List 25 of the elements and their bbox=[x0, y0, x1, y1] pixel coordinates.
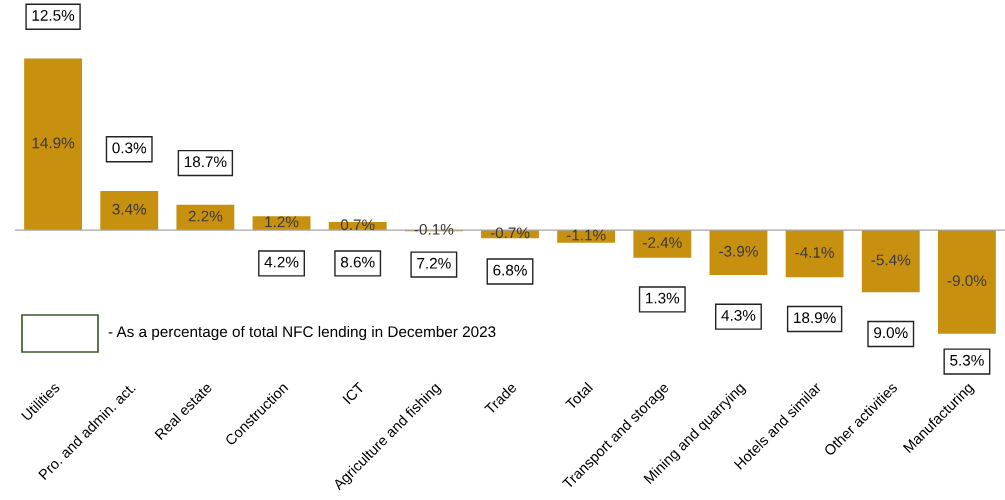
annotation: 6.8% bbox=[493, 264, 527, 276]
annotation: 9.0% bbox=[874, 327, 908, 339]
data-label: 2.2% bbox=[188, 210, 223, 222]
annotation: 18.9% bbox=[794, 312, 836, 324]
text: 12.5% bbox=[32, 10, 75, 21]
data-label: 14.9% bbox=[32, 137, 75, 149]
data-label: -4.1% bbox=[795, 247, 835, 258]
annotation: 7.2% bbox=[417, 257, 451, 269]
annotation: 0.3% bbox=[112, 142, 147, 154]
data-label: 0.7% bbox=[340, 219, 375, 231]
annotation: - As a percentage of total NFC lending in December 2023 bbox=[108, 325, 496, 341]
annotation: 1.3% bbox=[646, 292, 680, 304]
data-label: 1.2% bbox=[265, 216, 299, 228]
annotation: 4.3% bbox=[721, 309, 756, 321]
data-label: -3.9% bbox=[719, 245, 758, 257]
data-label: -1.1% bbox=[566, 229, 606, 241]
data-label: 3.4% bbox=[112, 203, 147, 215]
data-label: -5.4% bbox=[871, 254, 911, 266]
annotation: 8.6% bbox=[340, 256, 375, 268]
annotation: 18.7% bbox=[184, 156, 227, 168]
x-tick-label: ICT bbox=[342, 381, 366, 405]
text: 5.3% bbox=[950, 354, 984, 366]
data-label: -2.4% bbox=[643, 237, 682, 248]
annotation: 4.2% bbox=[264, 256, 299, 268]
data-label: -9.0% bbox=[947, 275, 987, 287]
